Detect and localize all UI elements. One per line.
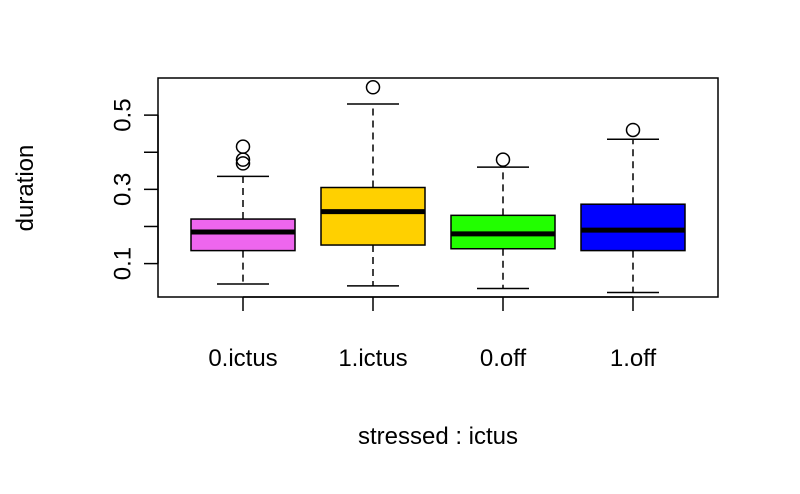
x-axis: 0.ictus 1.ictus 0.off 1.off xyxy=(208,296,657,372)
y-tick-label: 0.5 xyxy=(109,98,136,131)
outlier-point xyxy=(625,122,641,138)
iqr-box xyxy=(580,203,686,252)
outlier-point xyxy=(235,139,251,154)
x-tick-label: 1.off xyxy=(610,345,657,372)
box-1.off xyxy=(580,122,686,294)
y-axis-title: duration xyxy=(12,145,39,232)
box-0.ictus xyxy=(190,139,296,285)
outlier-point xyxy=(365,80,381,95)
y-tick-label: 0.1 xyxy=(109,247,136,280)
plot-frame xyxy=(157,77,719,298)
box-1.ictus xyxy=(320,80,426,287)
x-tick-label: 1.ictus xyxy=(338,345,407,372)
y-tick-label: 0.3 xyxy=(109,173,136,206)
box-series xyxy=(190,80,686,294)
box-0.off xyxy=(450,152,556,290)
x-tick-label: 0.off xyxy=(480,345,527,372)
outlier-point xyxy=(235,156,251,171)
iqr-box xyxy=(190,218,296,252)
iqr-box xyxy=(320,186,426,246)
x-tick-label: 0.ictus xyxy=(208,345,277,372)
x-axis-title: stressed : ictus xyxy=(358,423,518,450)
outlier-point xyxy=(495,152,511,167)
y-axis: 0.1 0.3 0.5 xyxy=(109,98,159,280)
